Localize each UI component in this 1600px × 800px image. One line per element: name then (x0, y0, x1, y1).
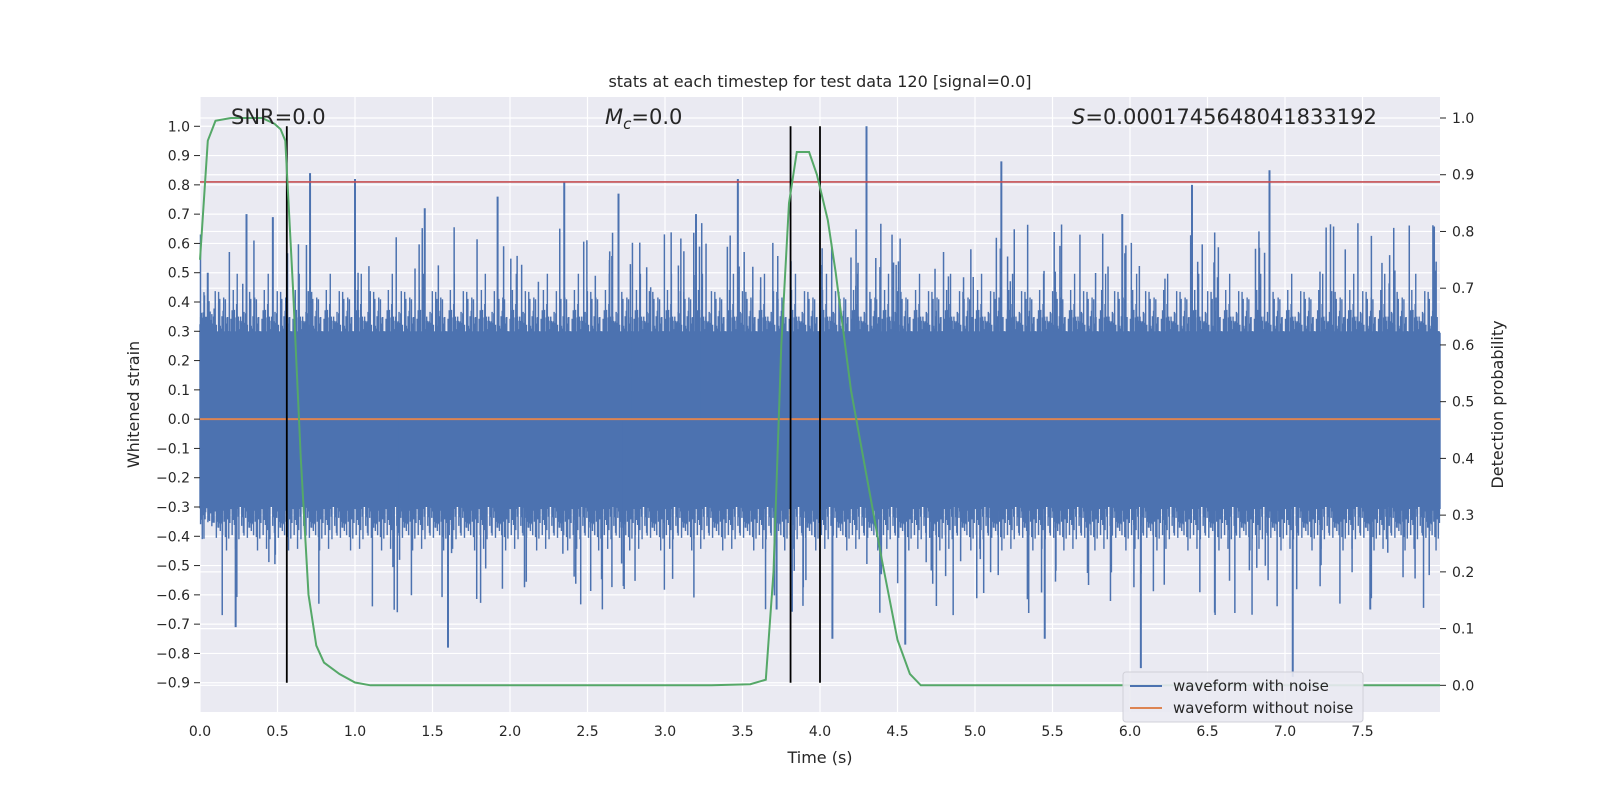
x-tick-label: 0.5 (266, 724, 288, 740)
y-tick-label-left: 0.7 (168, 207, 190, 223)
y-tick-label-right: 0.0 (1452, 678, 1474, 694)
y-tick-label-left: 0.2 (168, 354, 190, 370)
mc-annotation: Mc=0.0 (605, 105, 682, 133)
detection-probability-series (199, 117, 1440, 687)
y-tick-label-left: −0.2 (156, 471, 190, 487)
y-tick-label-right: 0.1 (1452, 622, 1474, 638)
x-tick-label: 6.0 (1119, 724, 1141, 740)
y-tick-label-left: −0.8 (156, 646, 190, 662)
x-tick-label: 1.5 (421, 724, 443, 740)
y-tick-label-right: 0.2 (1452, 565, 1474, 581)
legend: waveform with noise waveform without noi… (1122, 671, 1364, 723)
y-tick-label-left: −0.1 (156, 441, 190, 457)
y-tick-label-left: 1.0 (168, 119, 190, 135)
y-tick-label-left: −0.7 (156, 617, 190, 633)
legend-entry-noise: waveform with noise (1173, 677, 1329, 695)
y-tick-label-right: 0.6 (1452, 338, 1474, 354)
axis-ticks: 0.0 0.5 1.0 1.5 2.0 2.5 3.0 3.5 4.0 4.5 5.0 5.5 6.0 6… (156, 111, 1474, 740)
y-tick-label-left: 0.6 (168, 236, 190, 252)
mc-symbol: M (605, 105, 623, 129)
x-tick-label: 5.0 (964, 724, 986, 740)
y-tick-label-right: 0.8 (1452, 224, 1474, 240)
x-tick-label: 2.0 (499, 724, 521, 740)
x-tick-label: 2.5 (576, 724, 598, 740)
x-tick-label: 3.5 (731, 724, 753, 740)
y-tick-label-left: −0.3 (156, 500, 190, 516)
y-tick-label-right: 0.4 (1452, 451, 1474, 467)
y-tick-label-left: 0.8 (168, 178, 190, 194)
x-tick-label: 5.5 (1041, 724, 1063, 740)
x-tick-label: 4.5 (886, 724, 908, 740)
legend-entry-clean: waveform without noise (1173, 699, 1353, 717)
x-tick-label: 7.0 (1274, 724, 1296, 740)
reference-lines (200, 126, 1440, 683)
x-tick-label: 0.0 (189, 724, 211, 740)
x-tick-label: 1.0 (344, 724, 366, 740)
y-tick-label-left: 0.9 (168, 149, 190, 165)
y-axis-label-left: Whitened strain (124, 341, 143, 468)
mc-value: =0.0 (631, 105, 682, 129)
detection-probability-line (199, 117, 1440, 687)
y-tick-label-right: 1.0 (1452, 111, 1474, 127)
s-annotation: S=0.0001745648041833192 (1072, 105, 1377, 129)
chart-title: stats at each timestep for test data 120… (608, 72, 1031, 91)
noise-waveform-spikes (199, 223, 1437, 616)
y-tick-label-left: 0.1 (168, 383, 190, 399)
y-tick-label-right: 0.3 (1452, 508, 1474, 524)
y-axis-label-right: Detection probability (1488, 320, 1507, 488)
y-tick-label-left: 0.4 (168, 295, 190, 311)
x-tick-label: 4.0 (809, 724, 831, 740)
y-tick-label-left: 0.3 (168, 324, 190, 340)
y-tick-label-left: −0.9 (156, 676, 190, 692)
y-tick-label-left: 0.0 (168, 412, 190, 428)
y-tick-label-left: −0.4 (156, 529, 190, 545)
x-axis-label: Time (s) (786, 748, 852, 767)
snr-annotation: SNR=0.0 (231, 105, 326, 129)
mc-subscript: c (623, 115, 632, 133)
y-tick-label-left: −0.5 (156, 559, 190, 575)
y-tick-label-left: 0.5 (168, 266, 190, 282)
legend-box (1122, 671, 1364, 723)
x-tick-label: 6.5 (1196, 724, 1218, 740)
y-tick-label-right: 0.9 (1452, 168, 1474, 184)
s-value: =0.0001745648041833192 (1085, 105, 1377, 129)
y-tick-label-right: 0.5 (1452, 395, 1474, 411)
x-tick-label: 7.5 (1351, 724, 1373, 740)
s-symbol: S (1072, 105, 1085, 129)
y-tick-label-right: 0.7 (1452, 281, 1474, 297)
x-tick-label: 3.0 (654, 724, 676, 740)
y-tick-label-left: −0.6 (156, 588, 190, 604)
